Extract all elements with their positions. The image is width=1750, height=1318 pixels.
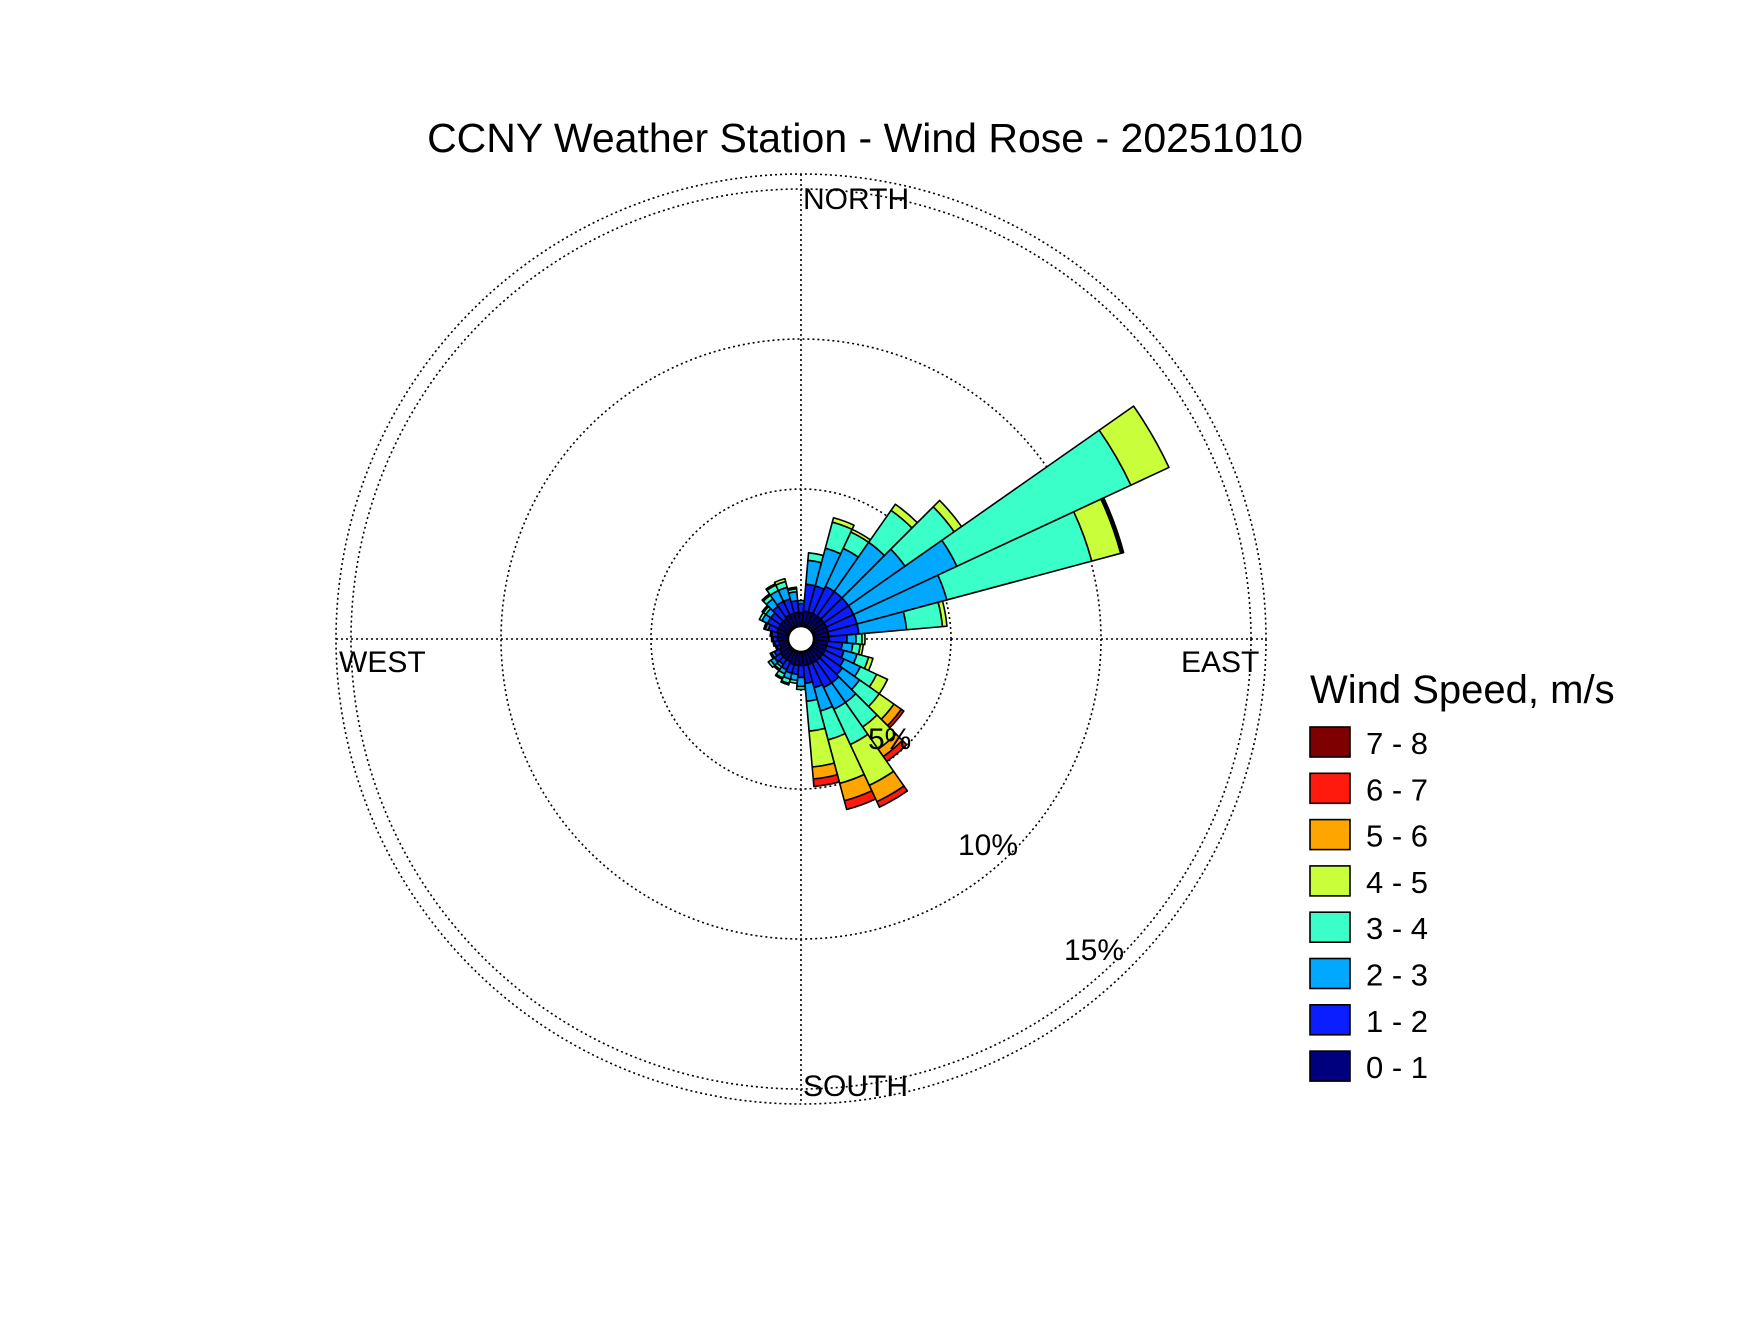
legend-items: 7 - 8 6 - 7 5 - 6 4 - 5 3 - 4 2 - 3 1 - 2 0 - 1 <box>1309 726 1428 1085</box>
radial-tick-label-5: 5% <box>868 723 911 756</box>
sector-90-bin-4 <box>860 632 866 646</box>
sector-70-bin-6 <box>1101 497 1125 554</box>
legend-label-5: 2 - 3 <box>1366 958 1428 993</box>
legend-swatch-7 <box>1309 1050 1351 1082</box>
legend-label-6: 1 - 2 <box>1366 1004 1428 1039</box>
calm-center-circle <box>786 624 816 654</box>
legend-label-1: 6 - 7 <box>1366 772 1428 807</box>
sector-50 <box>809 499 963 633</box>
sector-60 <box>810 405 1170 635</box>
legend-swatch-0 <box>1309 726 1351 758</box>
legend: Wind Speed, m/s 7 - 8 6 - 7 5 - 6 4 - 5 3 - … <box>1309 668 1615 1085</box>
sector-40 <box>807 503 919 631</box>
legend-swatch-6 <box>1309 1003 1351 1036</box>
direction-label-west: WEST <box>339 646 426 679</box>
sector-240-bin-3 <box>769 651 776 660</box>
legend-swatch-3 <box>1309 865 1351 897</box>
sector-350 <box>786 586 801 628</box>
legend-swatch-1 <box>1309 772 1351 805</box>
sector-180-bin-3 <box>795 685 807 691</box>
sector-60-bin-4 <box>1098 405 1170 486</box>
sector-20-bin-4 <box>831 516 855 531</box>
legend-label-4: 3 - 4 <box>1366 911 1428 946</box>
radial-tick-label-10: 10% <box>958 829 1018 862</box>
sector-300 <box>758 611 792 635</box>
legend-label-2: 5 - 6 <box>1366 819 1428 854</box>
sector-160 <box>803 649 877 811</box>
axis-labels: NORTH EAST SOUTH WEST 5% 10% 15% <box>339 183 1259 1103</box>
sector-90-bin-3 <box>854 632 863 646</box>
legend-swatch-5 <box>1309 957 1351 990</box>
sector-80-bin-4 <box>937 600 948 628</box>
sector-70 <box>811 497 1125 637</box>
sector-160-bin-6 <box>843 790 877 811</box>
sector-240 <box>769 643 792 660</box>
legend-label-7: 0 - 1 <box>1366 1050 1428 1085</box>
legend-title: Wind Speed, m/s <box>1310 668 1615 712</box>
chart-title: CCNY Weather Station - Wind Rose - 20251… <box>427 115 1303 161</box>
sector-150-bin-6 <box>876 785 909 808</box>
wind-sectors <box>758 405 1170 811</box>
sector-200-bin-4 <box>780 679 790 686</box>
sector-230-bin-3 <box>767 659 776 669</box>
legend-label-0: 7 - 8 <box>1366 726 1428 761</box>
direction-label-south: SOUTH <box>803 1070 908 1103</box>
direction-label-north: NORTH <box>803 183 909 216</box>
sector-210-bin-4 <box>774 673 784 681</box>
direction-label-east: EAST <box>1181 646 1259 679</box>
sector-170-bin-6 <box>812 773 841 788</box>
sector-340-bin-4 <box>773 577 787 586</box>
sector-350-bin-4 <box>786 586 798 592</box>
sector-170 <box>801 650 841 788</box>
legend-label-3: 4 - 5 <box>1366 865 1428 900</box>
legend-swatch-2 <box>1309 818 1351 851</box>
legend-swatch-4 <box>1309 911 1351 944</box>
radial-tick-label-15: 15% <box>1064 934 1124 967</box>
sector-150 <box>805 648 909 808</box>
